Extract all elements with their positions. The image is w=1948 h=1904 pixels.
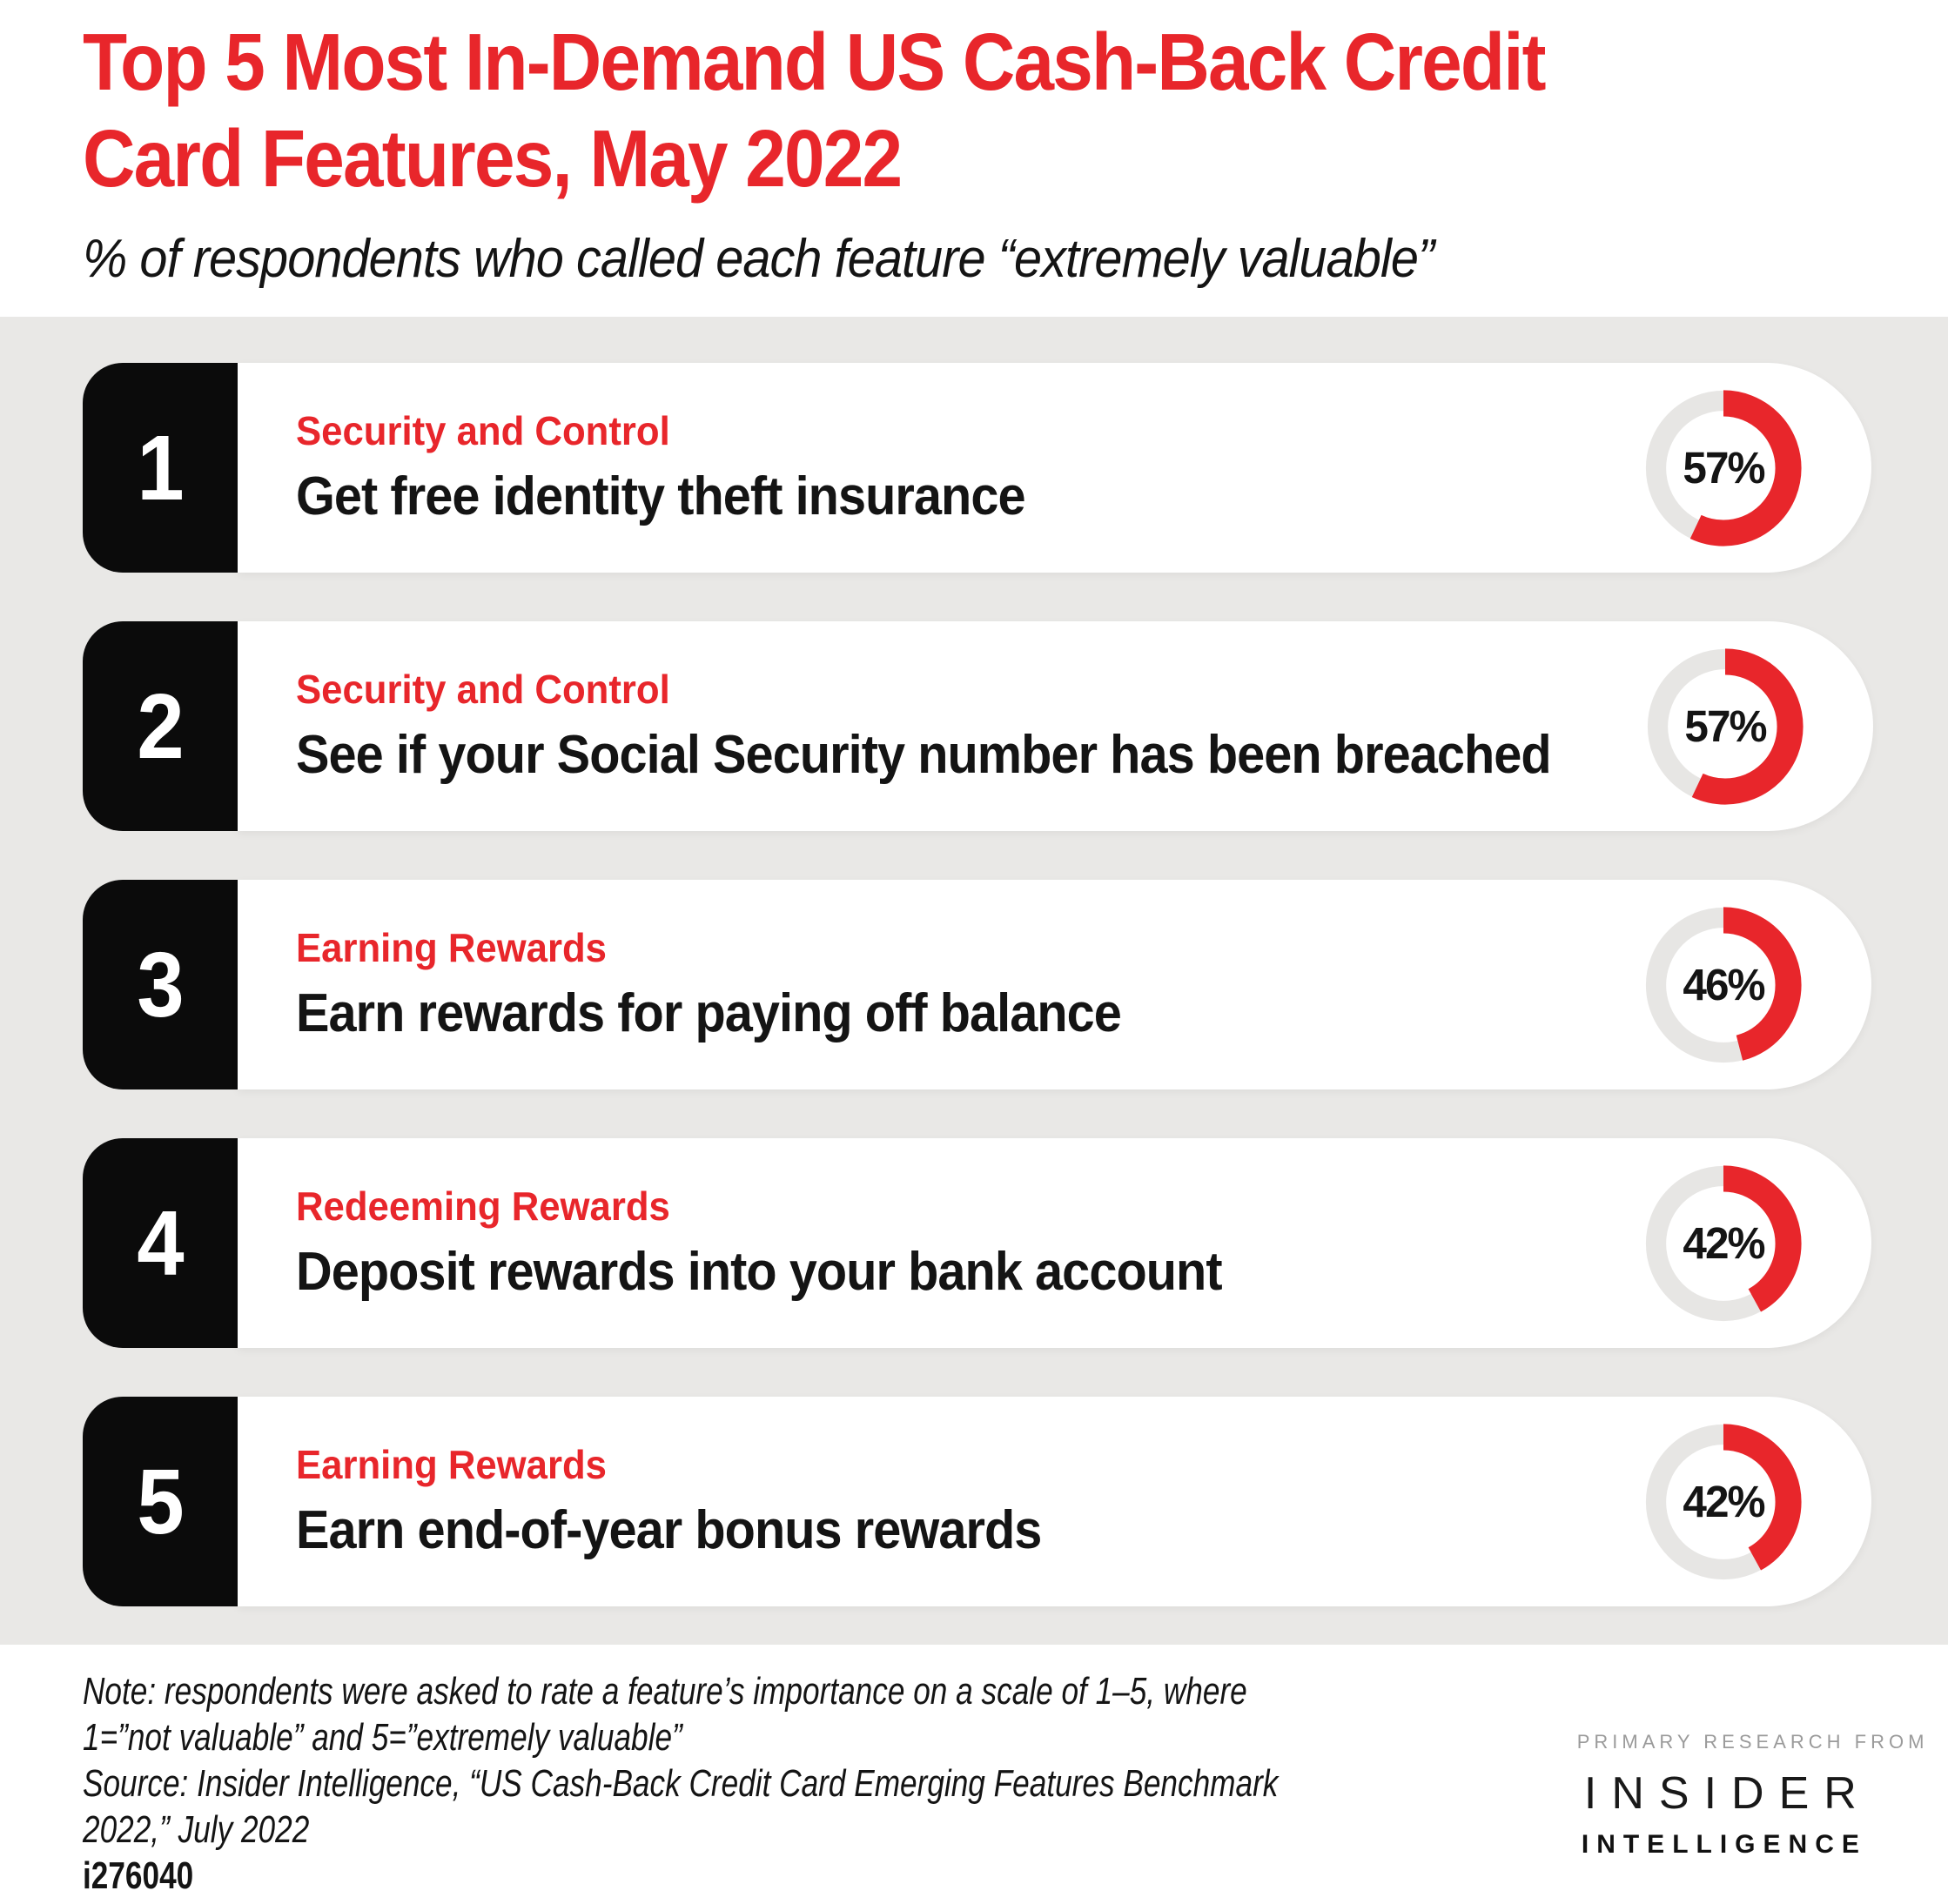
- category-label: Earning Rewards: [296, 1441, 607, 1487]
- logo-brand-insider: INSIDER: [1583, 1768, 1871, 1819]
- rank-number: 1: [136, 416, 185, 520]
- category-label: Security and Control: [296, 407, 670, 453]
- feature-card-5: Earning Rewards Earn end-of-year bonus r…: [238, 1397, 1871, 1606]
- ranking-row-2: 2 Security and Control See if your Socia…: [83, 621, 1874, 831]
- source-line2: 2022,” July 2022: [83, 1808, 310, 1851]
- category-label: Security and Control: [296, 666, 670, 712]
- donut-svg: [1645, 1423, 1802, 1580]
- feature-label: See if your Social Security number has b…: [296, 724, 1552, 785]
- ranking-row-3: 3 Earning Rewards Earn rewards for payin…: [83, 880, 1871, 1089]
- feature-card-4: Redeeming Rewards Deposit rewards into y…: [238, 1138, 1871, 1348]
- category-label: Redeeming Rewards: [296, 1183, 670, 1229]
- rank-badge-5: 5: [83, 1397, 238, 1606]
- rank-badge-3: 3: [83, 880, 238, 1089]
- chart-id: i276040: [83, 1854, 194, 1897]
- chart-subtitle: % of respondents who called each feature…: [83, 229, 1434, 289]
- donut-progress-arc: [1645, 1164, 1802, 1322]
- ranking-list: 1 Security and Control Get free identity…: [0, 317, 1948, 1645]
- ranking-row-4: 4 Redeeming Rewards Deposit rewards into…: [83, 1138, 1871, 1348]
- percent-value: 42%: [1683, 1218, 1765, 1268]
- rank-badge-1: 1: [83, 363, 238, 573]
- chart-title-line2: Card Features, May 2022: [83, 113, 903, 204]
- percent-value: 46%: [1683, 960, 1765, 1009]
- donut-chart-4: 42%: [1643, 1163, 1804, 1324]
- rank-badge-4: 4: [83, 1138, 238, 1348]
- rank-badge-2: 2: [83, 621, 238, 831]
- donut-progress-arc: [1645, 906, 1802, 1063]
- ranking-row-1: 1 Security and Control Get free identity…: [83, 363, 1871, 573]
- feature-texts: Earning Rewards Earn end-of-year bonus r…: [296, 1440, 1098, 1564]
- donut-svg: [1645, 1164, 1802, 1322]
- feature-label: Earn rewards for paying off balance: [296, 982, 1122, 1043]
- chart-title: Top 5 Most In-Demand US Cash-Back Credit…: [83, 14, 1715, 207]
- header: Top 5 Most In-Demand US Cash-Back Credit…: [0, 0, 1948, 317]
- footer: Note: respondents were asked to rate a f…: [0, 1645, 1948, 1904]
- feature-texts: Security and Control See if your Social …: [296, 665, 1645, 788]
- feature-card-1: Security and Control Get free identity t…: [238, 363, 1871, 573]
- feature-label: Earn end-of-year bonus rewards: [296, 1499, 1042, 1560]
- donut-chart-5: 42%: [1643, 1422, 1804, 1582]
- donut-chart-2: 57%: [1645, 647, 1805, 807]
- donut-progress-arc: [1647, 647, 1804, 805]
- donut-progress-arc: [1645, 389, 1802, 546]
- feature-texts: Redeeming Rewards Deposit rewards into y…: [296, 1182, 1292, 1305]
- donut-svg: [1645, 389, 1802, 546]
- source-line1: Source: Insider Intelligence, “US Cash-B…: [83, 1762, 1279, 1805]
- donut-chart-1: 57%: [1643, 388, 1804, 548]
- percent-value: 42%: [1683, 1477, 1765, 1526]
- feature-label: Deposit rewards into your bank account: [296, 1241, 1223, 1302]
- feature-texts: Security and Control Get free identity t…: [296, 406, 1080, 530]
- feature-label: Get free identity theft insurance: [296, 466, 1026, 526]
- rank-number: 3: [136, 933, 185, 1036]
- rank-number: 5: [136, 1450, 185, 1553]
- percent-value: 57%: [1684, 701, 1768, 751]
- donut-chart-3: 46%: [1643, 905, 1804, 1065]
- note-line2: 1=”not valuable” and 5=”extremely valuab…: [83, 1716, 682, 1759]
- percent-value: 57%: [1683, 443, 1765, 493]
- donut-svg: [1645, 906, 1802, 1063]
- donut-progress-arc: [1645, 1423, 1802, 1580]
- feature-card-2: Security and Control See if your Social …: [238, 621, 1874, 831]
- logo-brand-intelligence: INTELLIGENCE: [1581, 1830, 1867, 1859]
- ranking-row-5: 5 Earning Rewards Earn end-of-year bonus…: [83, 1397, 1871, 1606]
- logo-tagline: PRIMARY RESEARCH FROM: [1576, 1731, 1929, 1753]
- feature-card-3: Earning Rewards Earn rewards for paying …: [238, 880, 1871, 1089]
- feature-texts: Earning Rewards Earn rewards for paying …: [296, 923, 1183, 1047]
- footnotes: Note: respondents were asked to rate a f…: [83, 1668, 1278, 1904]
- rank-number: 2: [136, 674, 185, 778]
- category-label: Earning Rewards: [296, 924, 607, 970]
- donut-svg: [1647, 647, 1804, 805]
- chart-title-line1: Top 5 Most In-Demand US Cash-Back Credit: [83, 17, 1547, 107]
- rank-number: 4: [136, 1191, 185, 1295]
- insider-intelligence-logo: PRIMARY RESEARCH FROM INSIDER INTELLIGEN…: [1576, 1668, 1929, 1904]
- note-line1: Note: respondents were asked to rate a f…: [83, 1670, 1247, 1713]
